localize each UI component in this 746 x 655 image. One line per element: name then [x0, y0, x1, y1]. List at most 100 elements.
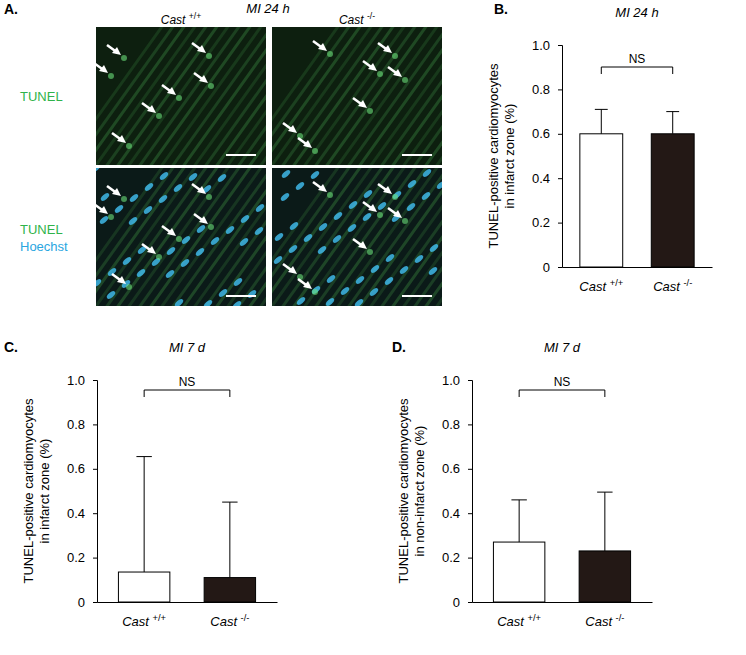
tunel-spot [108, 73, 114, 79]
fiber [254, 168, 266, 306]
tunel-spot [327, 51, 333, 57]
arrow-head [368, 63, 377, 71]
axis-title: in infarct zone (%) [502, 104, 517, 209]
fiber [397, 168, 442, 306]
bar [118, 572, 169, 602]
nucleus [295, 181, 306, 191]
axis-line [558, 46, 563, 268]
tunel-spot [402, 218, 408, 224]
arrow-head [167, 228, 176, 236]
nucleus [165, 269, 176, 279]
tick: 0.2 [67, 550, 97, 565]
error-bar [604, 492, 605, 551]
arrow-head [99, 206, 108, 214]
tick: 0.8 [67, 417, 97, 432]
nucleus [422, 168, 433, 178]
scale-bar [402, 295, 432, 297]
tick: 0.6 [532, 126, 562, 141]
axis-title: TUNEL-positive cardiomyocytes [396, 398, 411, 583]
x-axis: Cast +/+Cast -/- [473, 603, 653, 630]
nucleus [363, 189, 374, 199]
fiber [232, 27, 266, 165]
tick-mark [93, 424, 97, 425]
tick-label: Cast +/+ [579, 278, 623, 294]
annotation: NS [554, 375, 571, 389]
tick-label: 0.8 [67, 417, 85, 432]
tunel-spot [126, 284, 132, 290]
panel-label: A. [4, 1, 18, 17]
tunel-spot [312, 289, 318, 295]
tick-label: Cast -/- [210, 613, 249, 629]
tunel-spot [206, 53, 212, 59]
error-cap [597, 492, 612, 493]
nucleus [384, 276, 395, 286]
tick: Cast +/+ [122, 613, 166, 629]
axis-title: TUNEL-positive cardiomyocytes [486, 63, 501, 248]
tick-label: 1.0 [532, 38, 550, 53]
nucleus [369, 287, 380, 297]
nucleus [428, 266, 439, 276]
arrow-head [383, 186, 392, 194]
nucleus [310, 170, 321, 180]
nucleus [274, 232, 285, 242]
arrow-head [117, 135, 126, 143]
fiber [342, 27, 442, 165]
tunel-spot [126, 143, 132, 149]
tick: 1.0 [442, 373, 472, 388]
nucleus [332, 234, 343, 244]
nucleus [174, 298, 185, 306]
nucleus [355, 275, 366, 285]
tick: Cast +/+ [579, 278, 623, 294]
tick-mark [468, 469, 472, 470]
fiber [408, 168, 442, 306]
nucleus [210, 236, 221, 246]
arrow-head [117, 276, 126, 284]
arrow-head [303, 140, 312, 148]
row-label: Hoechst [20, 239, 68, 254]
significance-bracket [519, 390, 605, 397]
fiber [210, 27, 266, 165]
nucleus [421, 191, 432, 201]
nucleus [318, 222, 329, 232]
chart: 00.20.40.60.81.0Cast +/+Cast -/-TUNEL-po… [392, 339, 653, 629]
plot-area [580, 109, 694, 267]
nucleus [414, 254, 425, 264]
arrow-head [112, 47, 121, 55]
nucleus [392, 190, 403, 200]
tick-label: 0.6 [67, 461, 85, 476]
arrow-head [318, 184, 327, 192]
y-axis: 00.20.40.60.81.0 [532, 38, 563, 275]
tick-mark [93, 513, 97, 514]
axis-line [563, 267, 713, 268]
arrow-head [197, 45, 206, 53]
fiber [265, 168, 266, 306]
fiber [232, 168, 266, 306]
tunel-spot [208, 83, 214, 89]
tunel-spot [176, 95, 182, 101]
tunel-spot [108, 214, 114, 220]
panel-label: C. [4, 339, 18, 355]
annotation: NS [629, 52, 646, 66]
tunel-spot [392, 53, 398, 59]
fiber [243, 168, 266, 306]
chart-title: MI 7 d [169, 340, 206, 355]
arrow-head [288, 125, 297, 133]
nucleus [399, 265, 410, 275]
nucleus [340, 286, 351, 296]
arrow-head [99, 65, 108, 73]
error-bar [229, 502, 230, 577]
nucleus [128, 216, 139, 226]
nucleus [348, 200, 359, 210]
nucleus [203, 299, 214, 306]
nucleus [362, 212, 373, 222]
tunel-spot [156, 113, 162, 119]
tick-label: 0.8 [532, 82, 550, 97]
tick: 1.0 [67, 373, 97, 388]
nucleus [233, 277, 244, 287]
fiber [430, 168, 442, 306]
chart: 00.20.40.60.81.0Cast +/+Cast -/-TUNEL-po… [4, 339, 278, 629]
panel-label: D. [392, 339, 406, 355]
nucleus [289, 221, 300, 231]
nucleus [239, 237, 250, 247]
tick-mark [93, 469, 97, 470]
